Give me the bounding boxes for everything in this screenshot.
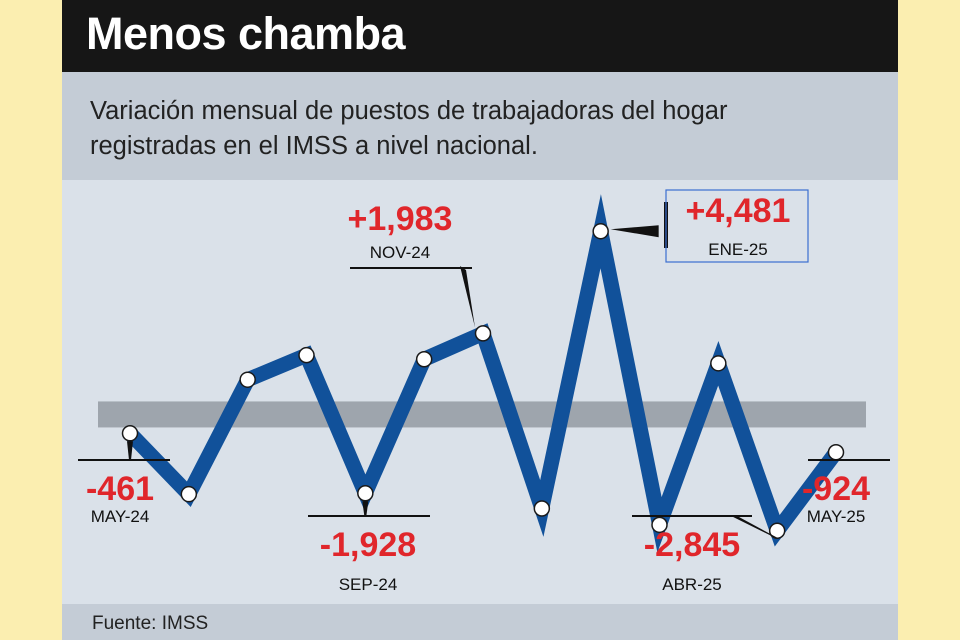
- subtitle-line-1: Variación mensual de puestos de trabajad…: [90, 97, 728, 125]
- data-point-oct-24: [415, 350, 433, 368]
- value-label-nov-24: +1,983: [348, 200, 453, 238]
- month-label-may-25: MAY-25: [807, 507, 866, 526]
- value-label-abr-25: -2,845: [644, 526, 740, 564]
- month-label-ene-25: ENE-25: [708, 240, 768, 259]
- subtitle-band: Variación mensual de puestos de trabajad…: [62, 72, 898, 180]
- leader-may-24: [127, 441, 133, 460]
- month-label-sep-24: SEP-24: [339, 575, 398, 594]
- data-point-mar-25: [710, 355, 727, 372]
- leader-abr-25: [731, 516, 780, 539]
- value-label-sep-24: -1,928: [320, 526, 416, 564]
- data-point-may-24: [121, 425, 139, 442]
- infographic-card: Menos chamba Variación mensual de puesto…: [62, 0, 898, 640]
- data-point-may-25: [827, 443, 845, 461]
- data-point-feb-25: [651, 516, 668, 534]
- leader-nov-24: [460, 266, 475, 328]
- value-label-may-24: -461: [86, 470, 154, 508]
- title-bar: Menos chamba: [62, 0, 898, 72]
- leader-ene-25: [610, 225, 659, 238]
- data-point-ago-24: [298, 346, 315, 364]
- data-point-dic-24: [533, 500, 551, 517]
- source-note: Fuente: IMSS: [92, 613, 209, 634]
- data-point-abr-25: [768, 522, 786, 540]
- month-label-nov-24: NOV-24: [370, 243, 430, 262]
- value-label-ene-25: +4,481: [686, 192, 791, 230]
- chart-title: Menos chamba: [86, 8, 406, 59]
- subtitle-line-2: registradas en el IMSS a nivel nacional.: [90, 132, 538, 160]
- data-point-nov-24: [474, 325, 492, 342]
- chart-subtitle: Variación mensual de puestos de trabajad…: [90, 94, 880, 164]
- data-point-ene-25: [592, 222, 609, 240]
- leader-sep-24: [362, 501, 369, 516]
- month-label-abr-25: ABR-25: [662, 575, 722, 594]
- series-line: [122, 194, 844, 553]
- data-point-sep-24: [357, 485, 374, 502]
- chart-area: -461 MAY-24 -1,928 SEP-24 +1,983 NOV-24 +4,481…: [62, 180, 898, 604]
- month-label-may-24: MAY-24: [91, 507, 150, 526]
- value-label-may-25: -924: [802, 470, 870, 508]
- data-point-jul-24: [239, 371, 256, 388]
- callout-box-ene-25: [665, 189, 809, 263]
- source-band: Fuente: IMSS: [62, 604, 898, 640]
- data-point-jun-24: [180, 485, 198, 503]
- zero-baseline-band: [98, 401, 866, 428]
